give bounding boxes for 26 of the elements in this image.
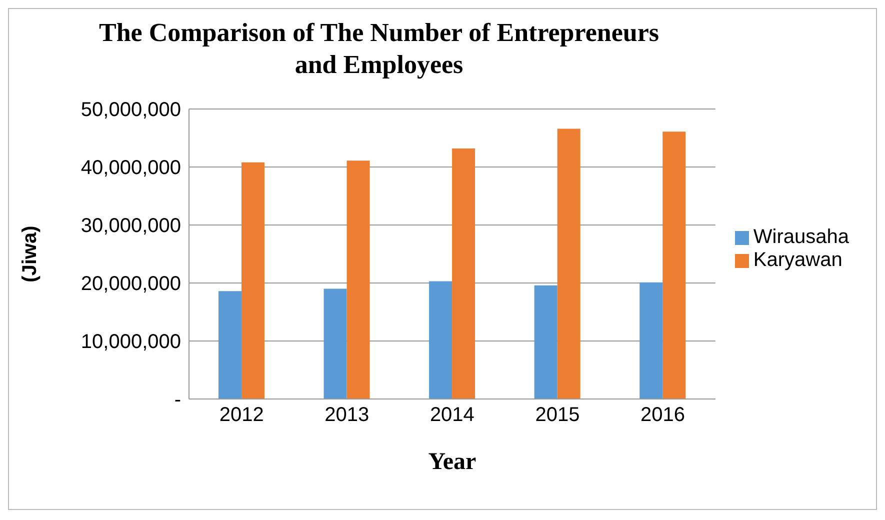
x-tick-label: 2016 — [640, 404, 685, 426]
x-axis-title: Year — [428, 449, 477, 475]
y-tick-label: 20,000,000 — [80, 273, 181, 296]
y-tick-label: 50,000,000 — [80, 99, 181, 122]
y-tick-label: 40,000,000 — [80, 157, 181, 180]
y-tick-label: 30,000,000 — [80, 215, 181, 238]
bar — [452, 148, 476, 399]
bar — [346, 160, 370, 399]
legend-label: Karyawan — [753, 249, 842, 271]
bar — [429, 281, 452, 399]
bar — [534, 285, 558, 399]
y-tick-label: 10,000,000 — [80, 331, 181, 354]
bar — [557, 128, 580, 399]
chart-title: The Comparison of The Number of Entrepreneurs and Employees — [99, 17, 659, 81]
x-tick-label: 2012 — [219, 404, 264, 426]
bar — [324, 288, 347, 399]
bar — [241, 162, 264, 399]
bar — [640, 282, 663, 399]
bar — [662, 132, 686, 399]
x-tick-label: 2014 — [430, 404, 474, 426]
legend-label: Wirausaha — [753, 226, 849, 248]
y-axis-title: (Jiwa) — [19, 226, 42, 282]
x-tick-label: 2015 — [535, 404, 580, 426]
y-tick-label: - — [174, 389, 181, 412]
x-tick-label: 2013 — [324, 404, 370, 426]
bar — [218, 291, 242, 399]
